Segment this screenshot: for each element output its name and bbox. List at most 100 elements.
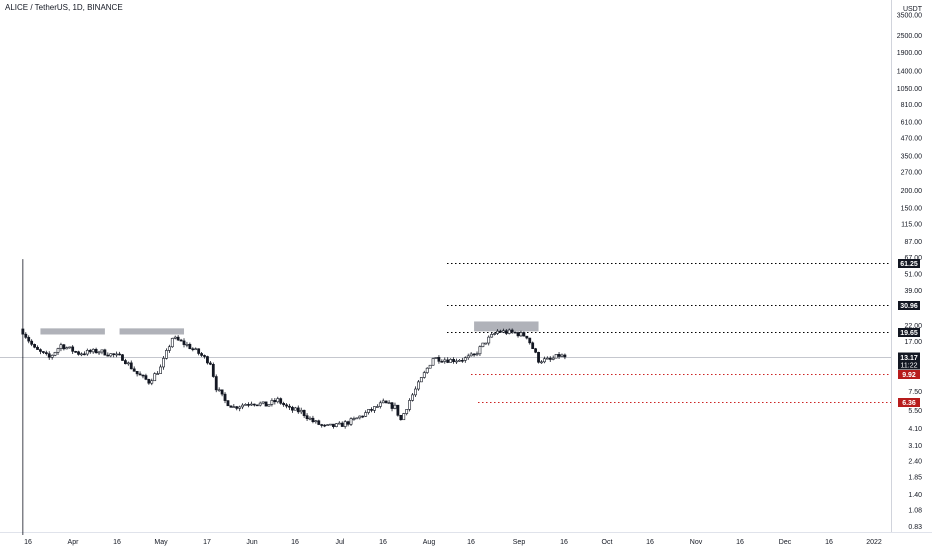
- candle-body: [560, 354, 564, 357]
- candle-body: [223, 393, 227, 401]
- candles-layer: [21, 259, 567, 535]
- candle-body: [519, 332, 523, 337]
- candle-body: [419, 377, 423, 383]
- candle-body: [510, 329, 514, 333]
- candle-body: [129, 362, 133, 370]
- candle-body: [226, 400, 230, 407]
- price-tick-label: 1900.00: [897, 50, 922, 57]
- candle-body: [481, 342, 485, 347]
- resistance-zone-1: [40, 328, 105, 335]
- candle-body: [305, 415, 309, 419]
- candle-body: [167, 346, 171, 351]
- candle-body: [317, 420, 321, 425]
- price-axis[interactable]: 3500.00 2500.00 1900.00 1400.00 1050.00 810.0…: [897, 12, 922, 530]
- candle-body: [478, 346, 482, 355]
- price-axis-unit: USDT: [903, 6, 923, 13]
- candle-body: [370, 409, 373, 411]
- level-badge-2: 30.96: [900, 303, 918, 310]
- candle-body: [490, 334, 494, 338]
- candle-body: [229, 405, 233, 408]
- candle-body: [499, 330, 502, 333]
- candle-body: [232, 406, 236, 408]
- price-tick-label: 2500.00: [897, 33, 922, 40]
- candle-body: [53, 352, 57, 356]
- candle-body: [545, 357, 549, 360]
- candle-body: [162, 358, 165, 368]
- candle-body: [414, 388, 417, 396]
- time-tick-label: 16: [291, 539, 299, 546]
- candle-body: [537, 351, 540, 363]
- candle-body: [194, 348, 198, 351]
- candle-body: [390, 402, 394, 409]
- candle-body: [220, 389, 224, 395]
- candle-body: [191, 348, 195, 351]
- time-tick-label: 16: [467, 539, 475, 546]
- candle-body: [332, 423, 335, 427]
- candle-body: [496, 330, 499, 334]
- candle-body: [557, 354, 561, 357]
- candle-body: [132, 368, 136, 372]
- price-tick-label: 51.00: [904, 272, 922, 279]
- candle-body: [516, 332, 520, 337]
- price-tick-label: 270.00: [901, 169, 923, 176]
- candle-body: [33, 344, 36, 348]
- candle-body: [487, 336, 491, 344]
- price-tick-label: 3.10: [908, 443, 922, 450]
- candle-body: [126, 362, 130, 365]
- time-tick-label: 16: [379, 539, 387, 546]
- candle-body: [355, 417, 359, 420]
- time-axis[interactable]: 16 Apr 16 May 17 Jun 16 Jul 16 Aug 16 Sep 16 Oct 16 Nov…: [24, 539, 882, 546]
- candle-body: [270, 400, 274, 405]
- time-tick-label: 16: [24, 539, 32, 546]
- candle-body: [115, 353, 119, 356]
- candle-body: [428, 364, 432, 369]
- time-tick-label: Aug: [423, 539, 436, 546]
- level-badge-5: 6.36: [902, 400, 916, 407]
- candle-body: [118, 353, 121, 356]
- candle-body: [425, 367, 429, 373]
- time-tick-label: Jun: [246, 539, 257, 546]
- candle-body: [82, 353, 86, 356]
- candle-body: [443, 359, 447, 362]
- candle-body: [358, 415, 362, 419]
- candle-body: [159, 366, 162, 374]
- levels-layer: [447, 262, 891, 404]
- candle-body: [314, 420, 318, 423]
- candle-body: [378, 402, 382, 407]
- candle-body: [501, 330, 505, 333]
- time-tick-label: Dec: [779, 539, 792, 546]
- price-tick-label: 3500.00: [897, 12, 922, 19]
- price-tick-label: 350.00: [901, 154, 923, 161]
- candle-body: [85, 350, 89, 355]
- price-tick-label: 1050.00: [897, 86, 922, 93]
- candle-body: [449, 359, 453, 363]
- candle-body: [153, 373, 157, 382]
- candle-body: [179, 339, 183, 342]
- candle-body: [396, 404, 400, 416]
- candle-body: [235, 406, 239, 409]
- time-tick-label: May: [154, 539, 168, 546]
- price-tick-label: 1400.00: [897, 69, 922, 76]
- last-price-badge-bg: [898, 352, 920, 370]
- candle-body: [276, 398, 280, 403]
- chart-title: ALICE / TetherUS, 1D, BINANCE: [5, 3, 123, 12]
- candle-body: [39, 349, 42, 352]
- bar-countdown: 11:22: [901, 363, 918, 370]
- level-badge-4: 9.92: [902, 372, 916, 379]
- candle-body: [285, 404, 288, 407]
- zones-layer: [40, 321, 539, 335]
- candle-body: [241, 404, 245, 408]
- candle-body: [170, 338, 174, 348]
- time-tick-label: Sep: [513, 539, 526, 546]
- candle-body: [455, 360, 458, 363]
- candle-body: [214, 376, 218, 391]
- level-badge-2-bg: [898, 301, 920, 310]
- price-tick-label: 1.08: [908, 508, 922, 515]
- candle-body: [291, 406, 294, 411]
- resistance-zone-2: [119, 328, 185, 335]
- candle-body: [258, 402, 262, 406]
- candle-body: [551, 357, 555, 360]
- candle-body: [299, 409, 303, 413]
- resistance-zone-3: [474, 321, 539, 332]
